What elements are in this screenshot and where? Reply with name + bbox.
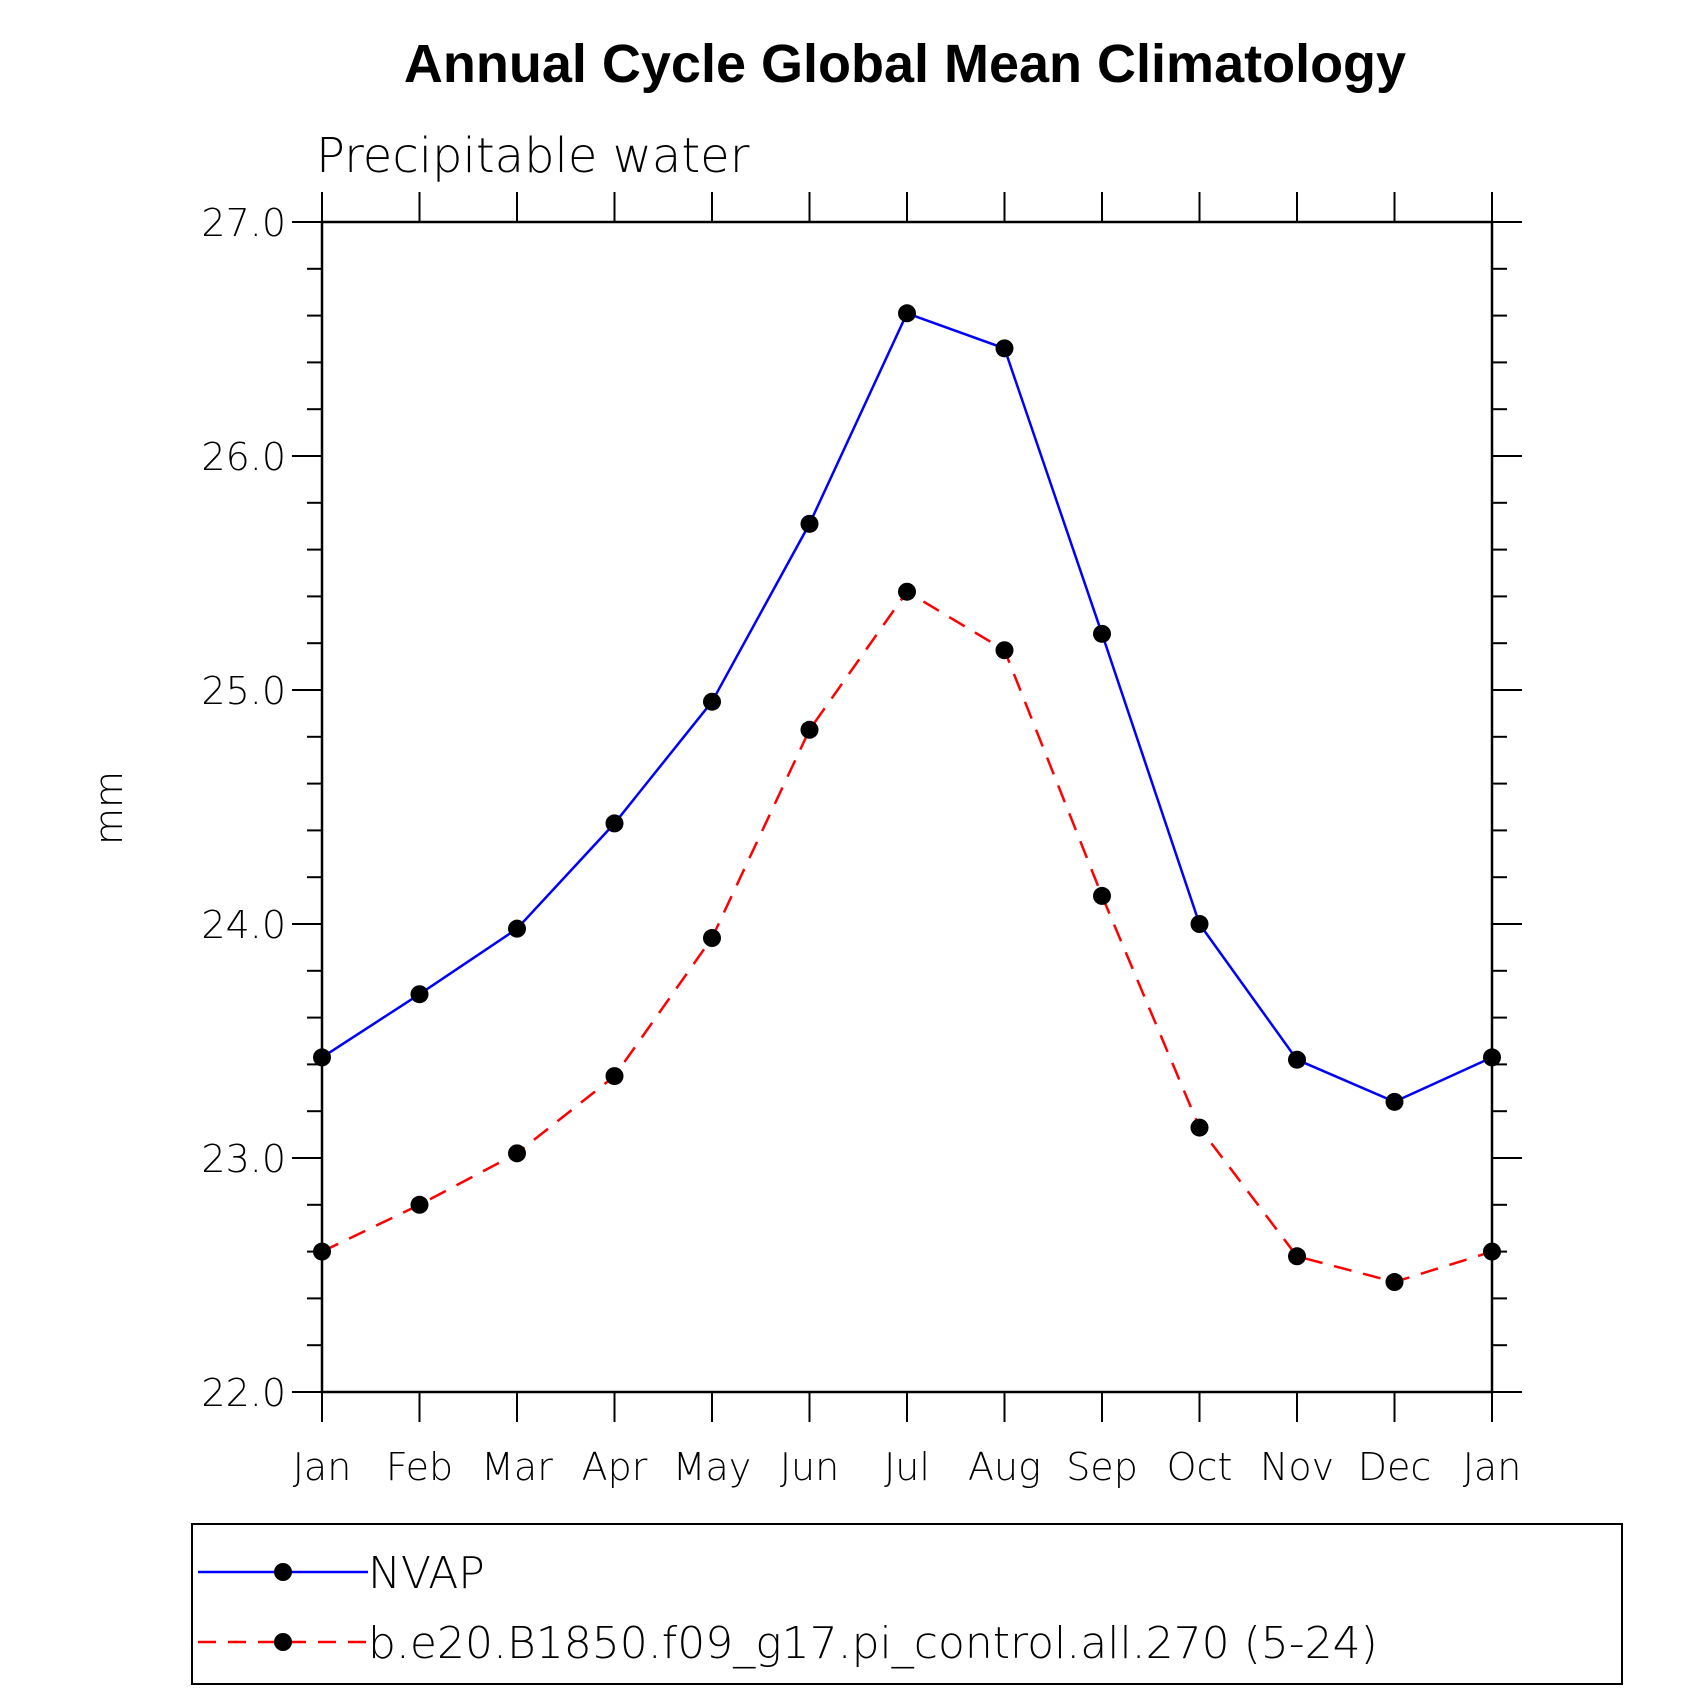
series-line (321, 590, 1493, 1284)
data-point (1483, 1048, 1501, 1067)
data-point (995, 641, 1014, 660)
data-point (1093, 624, 1111, 643)
plot-frame (320, 220, 1494, 1394)
x-tick-label: Jul (884, 1445, 930, 1489)
series-line (321, 311, 1493, 1104)
data-point (1385, 1273, 1404, 1292)
x-tick-label: Mar (481, 1445, 553, 1489)
data-point (410, 1195, 429, 1214)
x-tick-label: Aug (968, 1445, 1041, 1489)
chart-subtitle: Precipitable water (316, 128, 750, 184)
y-tick-label: 25.0 (201, 669, 286, 713)
data-point (605, 814, 624, 833)
data-point (313, 1242, 331, 1261)
data-point (313, 1048, 331, 1067)
data-point (1483, 1242, 1501, 1261)
data-point (800, 514, 819, 533)
data-point (1190, 915, 1209, 933)
legend-label-model: b.e20.B1850.f09_g17.pi_control.all.270 (… (368, 1618, 1378, 1669)
data-point (1190, 1118, 1209, 1137)
legend-marker-nvap (274, 1563, 292, 1581)
data-point (1385, 1092, 1404, 1111)
legend-box (191, 1523, 1623, 1685)
legend-label-nvap: NVAP (368, 1548, 485, 1599)
data-point (703, 929, 721, 948)
data-point (1288, 1050, 1306, 1069)
data-point (703, 692, 721, 711)
x-tick-label: Dec (1358, 1445, 1432, 1489)
x-tick-label: Sep (1066, 1445, 1138, 1489)
data-point (898, 304, 916, 323)
data-point (1288, 1247, 1306, 1266)
legend-marker-model (274, 1633, 292, 1651)
data-point (410, 985, 429, 1004)
y-tick-label: 22.0 (201, 1371, 286, 1415)
data-point (508, 1144, 526, 1163)
x-tick-label: May (673, 1445, 752, 1489)
x-tick-label: Jan (293, 1445, 352, 1489)
y-axis-label: mm (87, 771, 131, 845)
data-point (508, 919, 526, 938)
data-point (898, 582, 916, 601)
x-tick-label: Nov (1260, 1445, 1334, 1489)
plot-axes: 22.0 23.0 24.0 25.0 26.0 27.0 Jan Feb Mar Apr May J… (201, 192, 1522, 1489)
y-tick-label: 23.0 (201, 1137, 286, 1181)
series-model (313, 582, 1501, 1292)
y-tick-label: 27.0 (201, 201, 286, 245)
y-tick-label: 26.0 (201, 435, 286, 479)
series-nvap (313, 304, 1501, 1111)
data-point (1093, 886, 1111, 905)
x-tick-label: Apr (582, 1445, 648, 1489)
chart-title: Annual Cycle Global Mean Climatology (404, 34, 1406, 94)
series-layer (313, 304, 1501, 1292)
data-point (800, 720, 819, 739)
data-point (995, 339, 1014, 358)
data-point (605, 1067, 624, 1086)
legend: NVAP b.e20.B1850.f09_g17.pi_control.all.… (191, 1523, 1623, 1685)
x-tick-label: Oct (1167, 1445, 1233, 1489)
x-tick-label: Jan (1463, 1445, 1522, 1489)
x-tick-label: Jun (780, 1445, 839, 1489)
y-tick-label: 24.0 (201, 903, 286, 947)
x-tick-label: Feb (386, 1445, 453, 1489)
